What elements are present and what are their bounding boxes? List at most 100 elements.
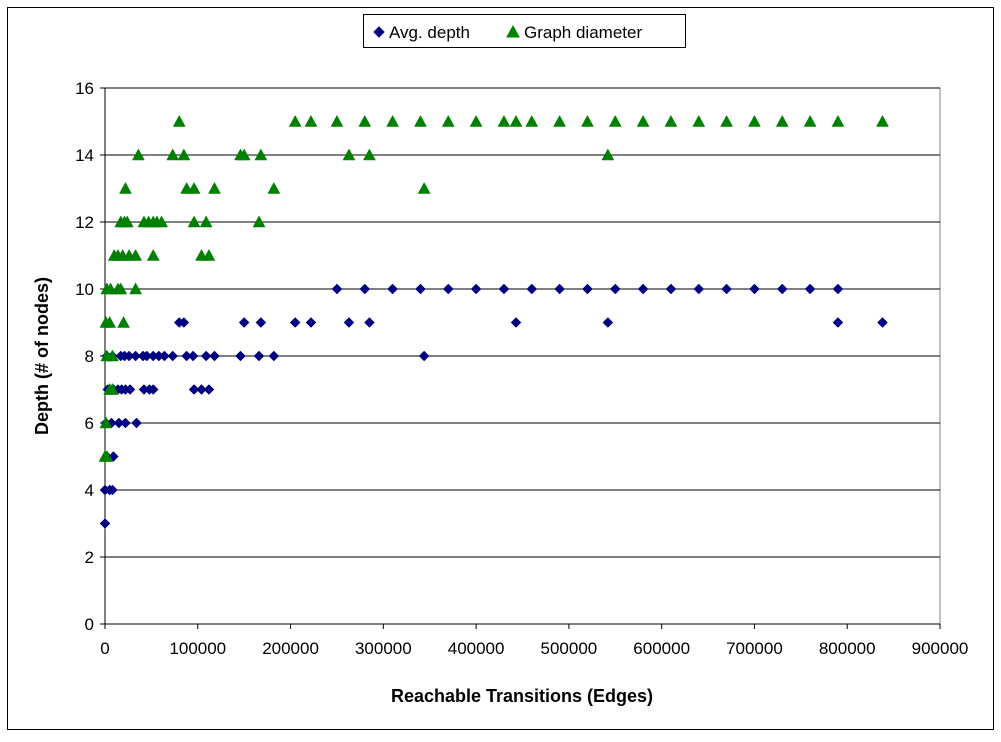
avg-depth-point	[582, 283, 593, 295]
graph-diameter-point	[129, 282, 143, 295]
avg-depth-point	[418, 350, 430, 362]
x-tick-label: 300000	[355, 639, 412, 658]
graph-diameter-point	[100, 449, 114, 462]
avg-depth-point	[235, 350, 246, 362]
avg-depth-point	[776, 283, 788, 295]
avg-depth-point	[289, 317, 301, 328]
y-tick-label: 0	[85, 615, 94, 634]
graph-diameter-point	[342, 148, 356, 161]
graph-diameter-point	[601, 148, 615, 161]
graph-diameter-point	[146, 248, 160, 261]
x-tick-label: 700000	[726, 639, 783, 658]
graph-diameter-point	[636, 114, 650, 127]
legend: Avg. depth Graph diameter	[363, 14, 686, 48]
x-tick-label: 600000	[633, 639, 690, 658]
graph-diameter-point	[330, 114, 344, 127]
avg-depth-point	[510, 317, 522, 328]
graph-diameter-point	[208, 181, 221, 194]
graph-diameter-point	[252, 215, 266, 228]
avg-depth-point	[602, 317, 614, 328]
avg-depth-point	[120, 417, 131, 429]
x-tick-label: 200000	[262, 639, 319, 658]
avg-depth-point	[187, 350, 199, 362]
graph-diameter-point	[748, 114, 761, 127]
y-tick-label: 10	[75, 280, 94, 299]
avg-depth-point	[364, 317, 375, 328]
avg-depth-point	[693, 283, 705, 295]
graph-diameter-point	[118, 181, 132, 194]
gridlines	[105, 87, 940, 558]
y-axis-title: Depth (# of nodes)	[32, 277, 52, 435]
graph-diameter-point	[358, 114, 372, 127]
graph-diameter-point	[692, 114, 706, 127]
graph-diameter-point	[417, 181, 431, 194]
avg-depth-point	[665, 283, 677, 295]
x-tick-label: 800000	[819, 639, 876, 658]
avg-depth-point	[442, 283, 454, 295]
graph-diameter-point	[876, 114, 889, 127]
avg-depth-point	[255, 317, 267, 328]
avg-depth-point	[107, 484, 118, 496]
graph-diameter-point	[267, 181, 281, 194]
avg-depth-point	[238, 317, 250, 328]
graph-diameter-point	[187, 181, 201, 194]
x-tick-label: 500000	[541, 639, 598, 658]
avg-depth-point	[415, 283, 426, 295]
graph-diameter-point	[187, 215, 201, 228]
avg-depth-point	[124, 384, 136, 395]
graph-diameter-point	[803, 114, 817, 127]
series-graph-diameter	[98, 114, 889, 462]
avg-depth-point	[637, 283, 649, 295]
graph-diameter-point	[509, 114, 523, 127]
avg-depth-point	[99, 518, 111, 529]
graph-diameter-point	[99, 416, 113, 429]
series-avg-depth	[99, 283, 888, 529]
avg-depth-point	[470, 283, 482, 295]
legend-label-graph-diameter: Graph diameter	[524, 23, 642, 42]
avg-depth-point	[209, 350, 220, 362]
graph-diameter-point	[304, 114, 318, 127]
avg-depth-point	[804, 283, 816, 295]
graph-diameter-point	[525, 114, 539, 127]
y-tick-label: 16	[75, 79, 94, 98]
graph-diameter-point	[288, 114, 302, 127]
avg-depth-point	[305, 317, 317, 328]
graph-diameter-point	[237, 148, 251, 161]
graph-diameter-point	[114, 282, 128, 295]
y-tick-label: 2	[85, 548, 94, 567]
graph-diameter-point	[202, 248, 216, 261]
avg-depth-point	[832, 283, 844, 295]
y-axis-ticks: 0 2 4 6 8 10 12 14 16	[75, 79, 105, 634]
graph-diameter-point	[129, 248, 143, 261]
graph-diameter-point	[553, 114, 567, 127]
graph-diameter-point	[497, 114, 511, 127]
avg-depth-point	[331, 283, 343, 295]
graph-diameter-point	[254, 148, 268, 161]
avg-depth-point	[167, 350, 179, 362]
graph-diameter-point	[106, 382, 119, 395]
x-tick-label: 900000	[912, 639, 969, 658]
avg-depth-point	[721, 283, 732, 295]
avg-depth-point	[196, 384, 207, 395]
graph-diameter-point	[831, 114, 845, 127]
graph-diameter-point	[172, 114, 186, 127]
legend-box	[363, 14, 686, 48]
graph-diameter-point	[120, 215, 134, 228]
graph-diameter-point	[166, 148, 180, 161]
avg-depth-point	[130, 350, 141, 362]
avg-depth-point	[554, 283, 565, 295]
avg-depth-point	[188, 384, 200, 395]
avg-depth-point	[359, 283, 371, 295]
graph-diameter-point	[581, 114, 594, 127]
avg-depth-point	[268, 350, 280, 362]
graph-diameter-point	[664, 114, 678, 127]
x-tick-label: 0	[100, 639, 109, 658]
avg-depth-point	[203, 384, 215, 395]
avg-depth-point	[498, 283, 510, 295]
graph-diameter-point	[469, 114, 483, 127]
y-tick-label: 12	[75, 213, 94, 232]
graph-diameter-point	[155, 215, 169, 228]
legend-diamond-icon	[373, 26, 385, 38]
